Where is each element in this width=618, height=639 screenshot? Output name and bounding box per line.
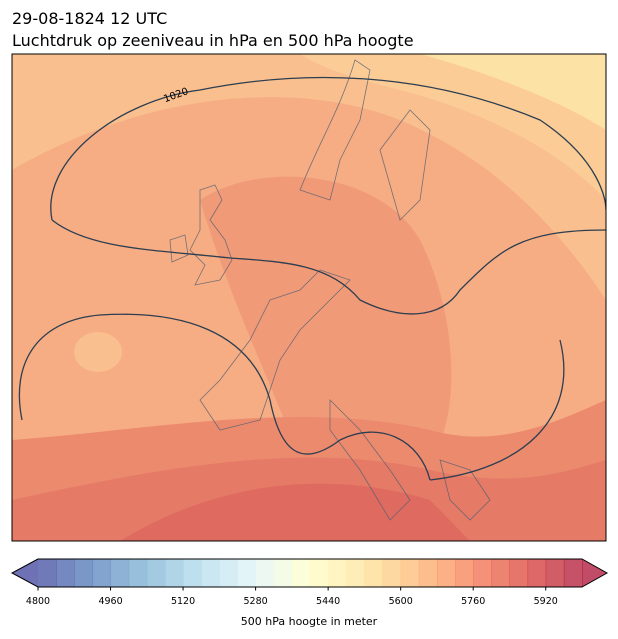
colorbar-segment <box>291 559 311 587</box>
colorbar-tick-label: 5920 <box>534 596 558 607</box>
height-band <box>420 54 606 130</box>
colorbar-segment <box>110 559 130 587</box>
colorbar-segment <box>310 559 329 587</box>
date-title: 29-08-1824 12 UTC <box>12 9 167 28</box>
colorbar-segment <box>346 559 365 587</box>
colorbar-tick-label: 5280 <box>244 596 268 607</box>
colorbar-segment <box>455 559 474 587</box>
colorbar-tick-label: 5440 <box>316 596 340 607</box>
colorbar-segment <box>473 559 492 587</box>
colorbar-extend-high <box>582 559 607 587</box>
colorbar-segment <box>56 559 75 587</box>
colorbar-segment <box>364 559 384 587</box>
colorbar-outline <box>10 558 609 588</box>
colorbar-segment <box>491 559 510 587</box>
colorbar-segment <box>164 559 184 587</box>
colorbar-segment <box>328 559 347 587</box>
colorbar-label: 500 hPa hoogte in meter <box>241 615 378 628</box>
map-frame <box>11 53 607 542</box>
colorbar-segment <box>38 559 57 587</box>
colorbar-tick-label: 5120 <box>171 596 195 607</box>
colorbar-segment <box>201 559 220 587</box>
colorbar-segment <box>273 559 293 587</box>
colorbar-extend-low <box>12 559 38 587</box>
colorbar-segment <box>128 559 148 587</box>
colorbar-segment <box>382 559 402 587</box>
colorbar-segment <box>509 559 529 587</box>
colorbar-segment <box>418 559 438 587</box>
colorbar-segment <box>436 559 456 587</box>
colorbar-segment <box>74 559 93 587</box>
height-band <box>120 483 470 541</box>
colorbar-segment <box>219 559 238 587</box>
height-band <box>12 54 606 300</box>
colorbar-segment <box>183 559 202 587</box>
colorbar-segment <box>255 559 275 587</box>
map-title: Luchtdruk op zeeniveau in hPa en 500 hPa… <box>12 31 414 50</box>
colorbar-segment <box>92 559 112 587</box>
colorbar-tick-label: 5760 <box>461 596 485 607</box>
isobars <box>18 76 606 481</box>
colorbar-segment <box>527 559 547 587</box>
colorbar: 4800 4960 5120 5280 5440 5600 5760 5920 <box>10 558 609 607</box>
colorbar-tick-label: 5600 <box>389 596 413 607</box>
height-band <box>200 176 452 460</box>
map-area: 1020 <box>12 54 606 541</box>
colorbar-segment <box>146 559 166 587</box>
colorbar-segment <box>563 559 583 587</box>
colorbar-segment <box>400 559 420 587</box>
colorbar-segment <box>237 559 257 587</box>
colorbar-segment <box>545 559 565 587</box>
colorbar-tick-label: 4800 <box>26 596 50 607</box>
height-band <box>74 332 122 372</box>
colorbar-tick-label: 4960 <box>98 596 122 607</box>
coastlines <box>169 59 491 521</box>
